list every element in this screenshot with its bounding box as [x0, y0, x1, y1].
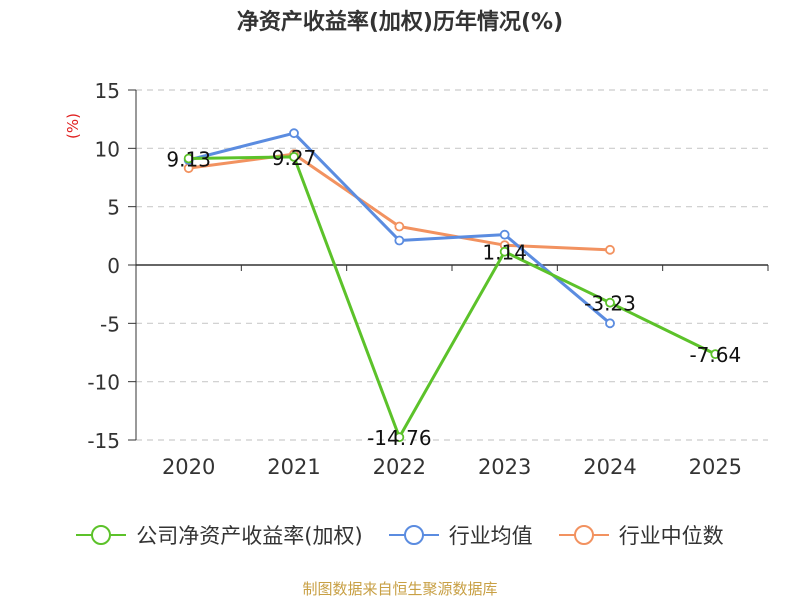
series-line [188, 152, 611, 252]
series-line [188, 155, 716, 439]
legend-label: 行业中位数 [618, 524, 724, 548]
data-point [394, 221, 405, 232]
data-point [289, 151, 299, 162]
y-axis-label: (%) [64, 113, 82, 139]
legend-marker-icon [76, 525, 127, 545]
y-tick-label: 5 [107, 196, 120, 220]
data-label: 9.13 [166, 147, 211, 171]
x-tick-label: 2021 [267, 455, 320, 479]
line-chart: 15 10 5 0 -5 -10 -15 (%) 2020 2021 2022 2023 2024 202… [64, 79, 769, 479]
y-tick-label: -5 [100, 312, 120, 336]
y-tick-label: -15 [87, 429, 120, 453]
data-point [605, 244, 615, 255]
source-note: 制图数据来自恒生聚源数据库 [302, 580, 498, 598]
data-point [499, 246, 510, 257]
data-label: -14.76 [367, 426, 431, 450]
data-point [605, 297, 615, 308]
y-tick-label: 15 [95, 79, 120, 103]
data-label: -7.64 [689, 343, 741, 367]
series-0 [183, 151, 721, 443]
data-label: 1.14 [482, 241, 527, 265]
data-point [710, 349, 721, 360]
axes: 15 10 5 0 -5 -10 -15 (%) 2020 2021 2022 2023 2024 202… [64, 79, 769, 479]
legend-label: 公司净资产收益率(加权) [136, 524, 363, 548]
data-label: -3.23 [584, 292, 636, 316]
data-point [289, 128, 299, 139]
legend-marker-icon [558, 525, 609, 545]
x-tick-label: 2020 [162, 455, 215, 479]
x-tick-label: 2023 [478, 455, 531, 479]
series-layer [183, 128, 721, 443]
y-tick-label: 0 [107, 254, 120, 278]
legend-label: 行业均值 [448, 524, 533, 548]
y-tick-label: -10 [87, 371, 120, 395]
data-point [499, 229, 510, 240]
data-point [183, 153, 194, 164]
data-point [394, 235, 405, 246]
x-tick-label: 2025 [689, 455, 742, 479]
x-tick-label: 2022 [373, 455, 426, 479]
legend: 公司净资产收益率(加权) 行业均值 行业中位数 [0, 520, 800, 550]
data-labels: 9.13 9.27 -14.76 1.14 -3.23 -7.64 [166, 146, 741, 450]
legend-item[interactable]: 公司净资产收益率(加权) [76, 520, 363, 550]
legend-item[interactable]: 行业均值 [388, 520, 533, 550]
legend-item[interactable]: 行业中位数 [558, 520, 724, 550]
data-point [605, 318, 615, 329]
data-point [394, 432, 405, 443]
legend-marker-icon [388, 525, 439, 545]
chart-title: 净资产收益率(加权)历年情况(%) [236, 10, 564, 35]
data-label: 9.27 [272, 146, 317, 170]
x-tick-label: 2024 [583, 455, 636, 479]
y-tick-label: 10 [95, 137, 120, 161]
